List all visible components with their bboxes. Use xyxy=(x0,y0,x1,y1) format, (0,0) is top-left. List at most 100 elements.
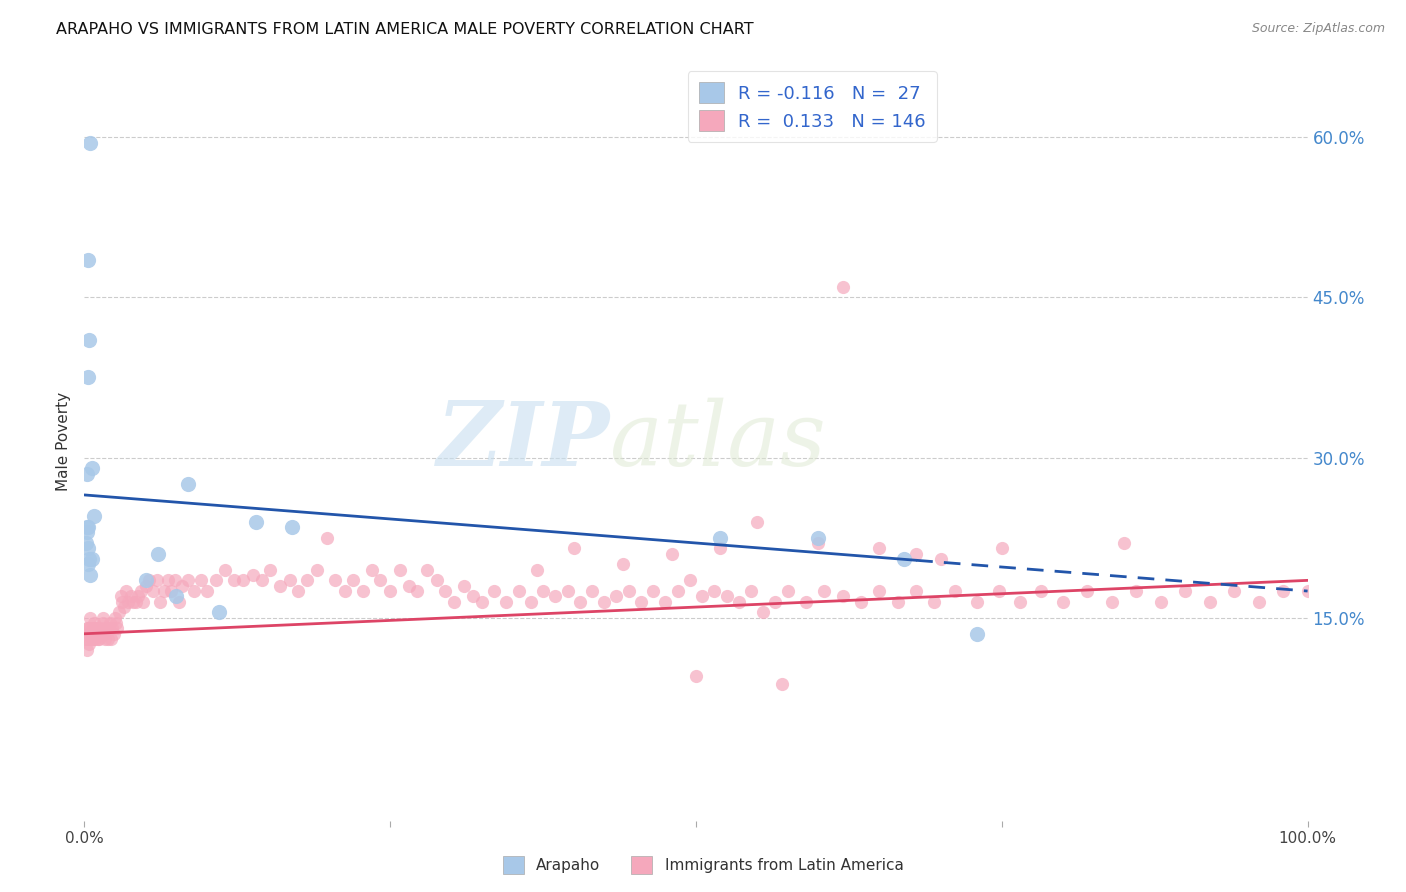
Point xyxy=(77,637,100,651)
Point xyxy=(1247,595,1270,609)
Point xyxy=(1076,584,1098,599)
Point xyxy=(416,563,439,577)
Point xyxy=(80,552,103,566)
Point xyxy=(135,574,157,588)
Point xyxy=(89,622,111,636)
Point xyxy=(471,595,494,609)
Point xyxy=(943,584,966,599)
Point xyxy=(988,584,1011,599)
Point xyxy=(104,611,127,625)
Point xyxy=(146,547,169,561)
Point xyxy=(77,558,100,572)
Point xyxy=(770,677,793,691)
Point xyxy=(77,520,100,534)
Point xyxy=(426,574,449,588)
Point xyxy=(84,632,107,646)
Point xyxy=(75,536,97,550)
Point xyxy=(122,595,145,609)
Point xyxy=(1125,584,1147,599)
Point xyxy=(242,568,264,582)
Point xyxy=(142,584,165,599)
Point xyxy=(685,669,707,683)
Point xyxy=(740,584,762,599)
Point xyxy=(135,579,157,593)
Point xyxy=(495,595,517,609)
Point xyxy=(287,584,309,599)
Point xyxy=(183,584,205,599)
Point xyxy=(709,541,731,556)
Point xyxy=(278,574,301,588)
Point xyxy=(617,584,640,599)
Point xyxy=(520,595,543,609)
Point xyxy=(666,584,689,599)
Text: ZIP: ZIP xyxy=(437,399,610,484)
Point xyxy=(1052,595,1074,609)
Point xyxy=(93,626,115,640)
Point xyxy=(352,584,374,599)
Point xyxy=(482,584,505,599)
Text: atlas: atlas xyxy=(610,398,827,485)
Point xyxy=(77,333,100,347)
Point xyxy=(295,574,318,588)
Point xyxy=(281,520,304,534)
Point xyxy=(887,595,910,609)
Point xyxy=(208,606,231,620)
Point xyxy=(1101,595,1123,609)
Point xyxy=(443,595,465,609)
Point xyxy=(342,574,364,588)
Point xyxy=(98,616,121,631)
Point xyxy=(87,622,110,636)
Point xyxy=(77,632,100,646)
Point xyxy=(794,595,817,609)
Point xyxy=(82,622,104,636)
Point xyxy=(380,584,402,599)
Point xyxy=(1174,584,1197,599)
Point xyxy=(77,552,100,566)
Point xyxy=(434,584,457,599)
Point xyxy=(966,626,988,640)
Point xyxy=(605,590,627,604)
Point xyxy=(107,606,129,620)
Y-axis label: Male Poverty: Male Poverty xyxy=(56,392,72,491)
Text: ARAPAHO VS IMMIGRANTS FROM LATIN AMERICA MALE POVERTY CORRELATION CHART: ARAPAHO VS IMMIGRANTS FROM LATIN AMERICA… xyxy=(56,22,754,37)
Point xyxy=(160,584,183,599)
Point xyxy=(101,622,124,636)
Point xyxy=(90,626,112,640)
Point xyxy=(195,584,218,599)
Point xyxy=(127,590,149,604)
Point xyxy=(807,536,830,550)
Point xyxy=(76,525,98,540)
Point xyxy=(849,595,872,609)
Point xyxy=(83,616,105,631)
Point xyxy=(156,574,179,588)
Point xyxy=(1223,584,1246,599)
Point xyxy=(80,632,103,646)
Point xyxy=(991,541,1014,556)
Point xyxy=(125,595,148,609)
Point xyxy=(153,584,176,599)
Point xyxy=(581,584,603,599)
Point xyxy=(905,584,928,599)
Point xyxy=(716,590,738,604)
Point xyxy=(105,616,128,631)
Point xyxy=(76,467,98,481)
Point xyxy=(654,595,676,609)
Point xyxy=(1114,536,1136,550)
Point xyxy=(807,531,830,545)
Point xyxy=(531,584,554,599)
Text: Source: ZipAtlas.com: Source: ZipAtlas.com xyxy=(1251,22,1385,36)
Point xyxy=(406,584,429,599)
Point xyxy=(79,622,101,636)
Point xyxy=(593,595,616,609)
Point xyxy=(813,584,835,599)
Point xyxy=(96,622,118,636)
Point xyxy=(145,574,167,588)
Point xyxy=(87,632,110,646)
Point xyxy=(869,584,891,599)
Point xyxy=(82,632,104,646)
Point xyxy=(165,590,187,604)
Point xyxy=(177,477,200,491)
Point xyxy=(129,584,152,599)
Point xyxy=(94,632,117,646)
Point xyxy=(77,622,100,636)
